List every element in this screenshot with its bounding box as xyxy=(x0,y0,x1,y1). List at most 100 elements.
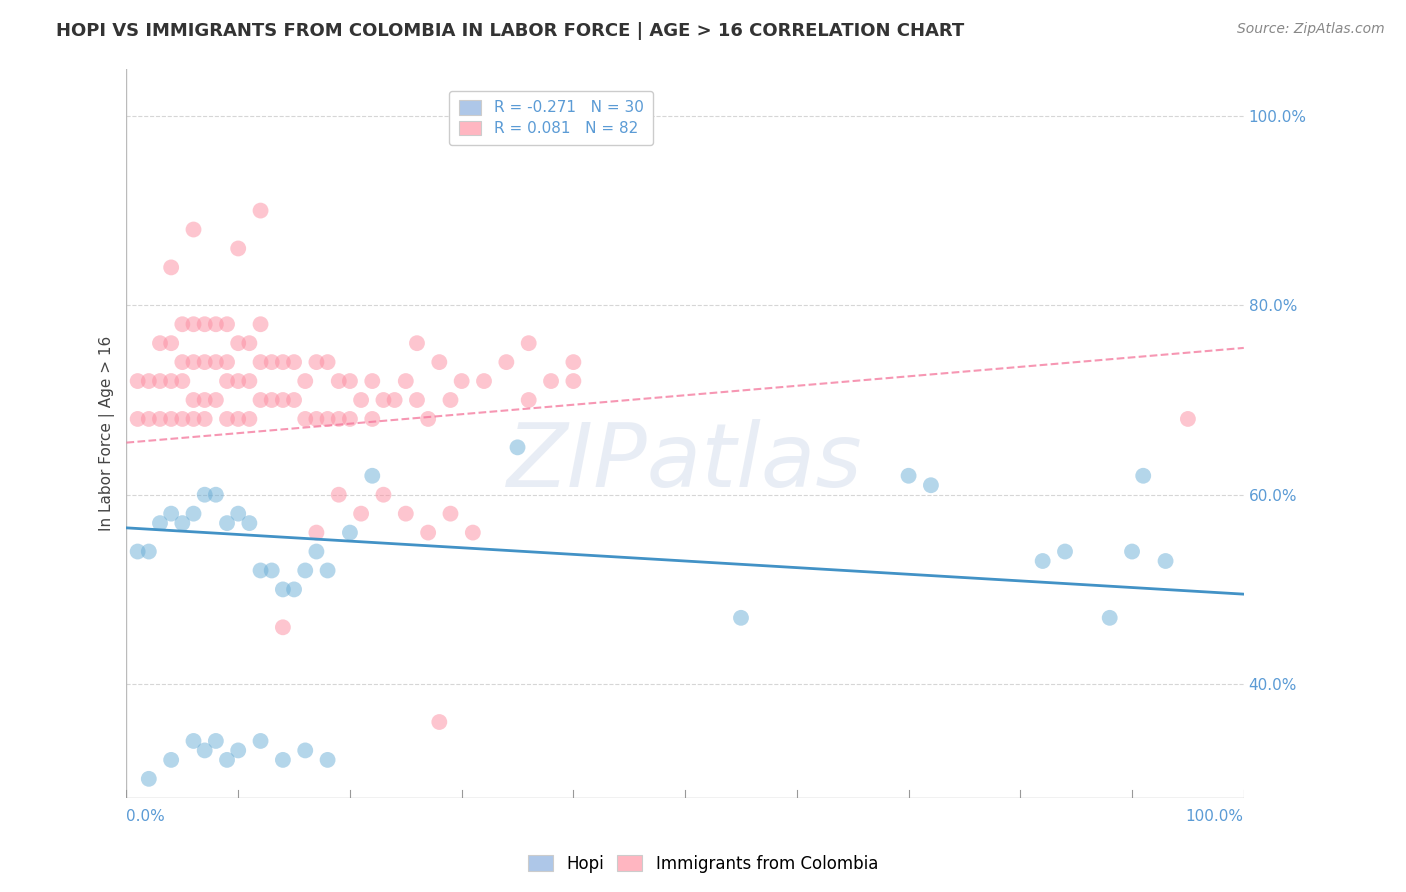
Text: 0.0%: 0.0% xyxy=(127,809,166,824)
Point xyxy=(160,753,183,767)
Point xyxy=(183,355,205,369)
Point xyxy=(361,468,384,483)
Text: HOPI VS IMMIGRANTS FROM COLOMBIA IN LABOR FORCE | AGE > 16 CORRELATION CHART: HOPI VS IMMIGRANTS FROM COLOMBIA IN LABO… xyxy=(56,22,965,40)
Point xyxy=(283,355,305,369)
Point xyxy=(294,412,316,426)
Point xyxy=(450,374,472,388)
Point xyxy=(194,743,217,757)
Point xyxy=(897,468,920,483)
Point xyxy=(361,374,384,388)
Point xyxy=(238,336,260,351)
Point xyxy=(183,317,205,331)
Point xyxy=(160,374,183,388)
Point xyxy=(172,516,194,530)
Point xyxy=(294,743,316,757)
Point xyxy=(238,516,260,530)
Text: 100.0%: 100.0% xyxy=(1185,809,1244,824)
Point xyxy=(461,525,484,540)
Point xyxy=(1053,544,1076,558)
Point xyxy=(138,544,160,558)
Point xyxy=(271,620,294,634)
Point xyxy=(1098,611,1121,625)
Point xyxy=(406,336,429,351)
Point xyxy=(215,753,238,767)
Point xyxy=(194,488,217,502)
Legend: Hopi, Immigrants from Colombia: Hopi, Immigrants from Colombia xyxy=(522,848,884,880)
Point xyxy=(160,412,183,426)
Point xyxy=(183,734,205,748)
Point xyxy=(361,412,384,426)
Point xyxy=(138,772,160,786)
Point xyxy=(294,374,316,388)
Point xyxy=(226,336,249,351)
Point xyxy=(249,392,271,407)
Point xyxy=(226,507,249,521)
Point xyxy=(194,412,217,426)
Point xyxy=(418,525,440,540)
Point xyxy=(194,355,217,369)
Point xyxy=(127,374,149,388)
Point xyxy=(215,412,238,426)
Point xyxy=(249,564,271,578)
Point xyxy=(226,242,249,256)
Point xyxy=(160,507,183,521)
Point xyxy=(730,611,752,625)
Legend: R = -0.271   N = 30, R = 0.081   N = 82: R = -0.271 N = 30, R = 0.081 N = 82 xyxy=(450,91,652,145)
Text: ZIPatlas: ZIPatlas xyxy=(508,419,863,506)
Point xyxy=(127,544,149,558)
Point xyxy=(305,525,328,540)
Point xyxy=(439,392,461,407)
Point xyxy=(562,374,585,388)
Point xyxy=(149,412,172,426)
Point xyxy=(215,317,238,331)
Point xyxy=(305,355,328,369)
Point xyxy=(328,412,350,426)
Point xyxy=(149,374,172,388)
Point xyxy=(328,488,350,502)
Point xyxy=(238,374,260,388)
Point xyxy=(172,355,194,369)
Point xyxy=(316,564,339,578)
Point xyxy=(305,544,328,558)
Point xyxy=(439,507,461,521)
Point xyxy=(328,374,350,388)
Point xyxy=(271,392,294,407)
Point xyxy=(260,392,283,407)
Point xyxy=(138,374,160,388)
Point xyxy=(384,392,406,407)
Point xyxy=(350,392,373,407)
Point xyxy=(172,317,194,331)
Point xyxy=(205,734,228,748)
Point xyxy=(172,412,194,426)
Point xyxy=(305,412,328,426)
Point xyxy=(260,355,283,369)
Point xyxy=(183,222,205,236)
Point xyxy=(183,507,205,521)
Point xyxy=(1032,554,1054,568)
Point xyxy=(183,392,205,407)
Point xyxy=(260,564,283,578)
Point xyxy=(249,203,271,218)
Point xyxy=(160,260,183,275)
Point xyxy=(339,525,361,540)
Point xyxy=(373,392,395,407)
Point xyxy=(194,317,217,331)
Point xyxy=(517,392,540,407)
Point xyxy=(316,412,339,426)
Point xyxy=(316,355,339,369)
Point xyxy=(472,374,495,388)
Point xyxy=(226,374,249,388)
Point xyxy=(249,317,271,331)
Point xyxy=(271,753,294,767)
Point xyxy=(138,412,160,426)
Point xyxy=(205,392,228,407)
Point xyxy=(920,478,942,492)
Point xyxy=(238,412,260,426)
Point xyxy=(1132,468,1154,483)
Point xyxy=(294,564,316,578)
Point xyxy=(283,392,305,407)
Point xyxy=(427,714,450,729)
Point xyxy=(226,743,249,757)
Point xyxy=(517,336,540,351)
Point xyxy=(350,507,373,521)
